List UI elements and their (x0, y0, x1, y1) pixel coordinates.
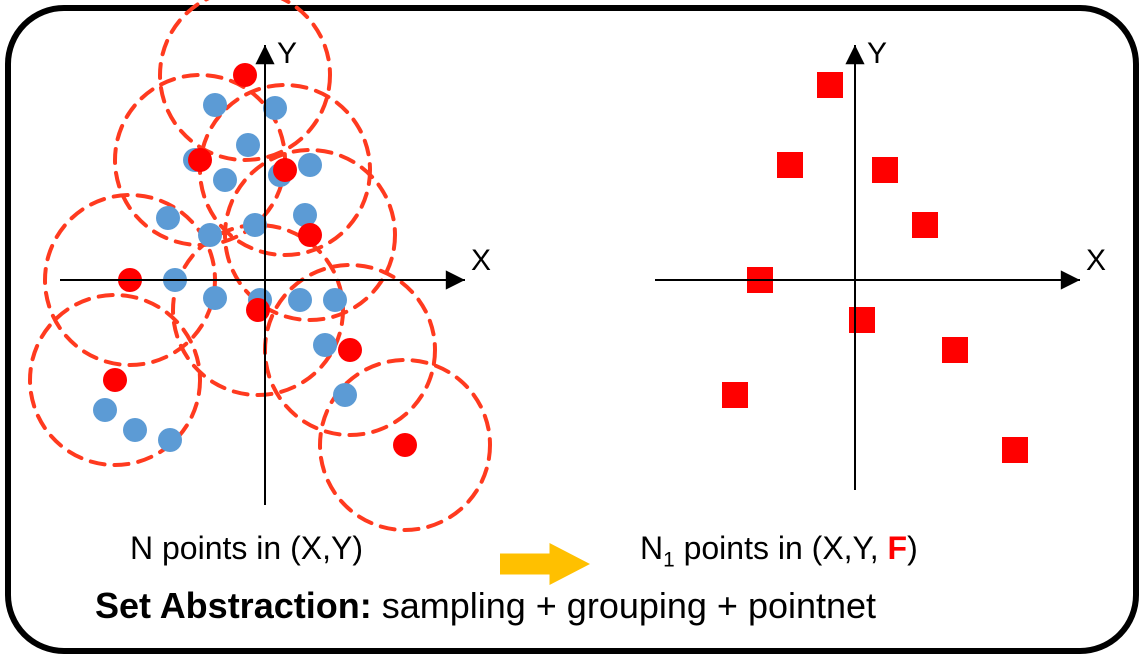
bottom-caption: Set Abstraction: sampling + grouping + p… (95, 585, 876, 627)
right-caption-f: F (888, 530, 908, 566)
bottom-caption-bold: Set Abstraction: (95, 585, 372, 626)
left-caption-text: N points in (X,Y) (130, 530, 363, 566)
bottom-caption-rest: sampling + grouping + pointnet (372, 585, 876, 626)
right-caption: N1 points in (X,Y, F) (640, 530, 918, 572)
right-caption-mid: points in (X,Y, (675, 530, 888, 566)
right-caption-close: ) (907, 530, 918, 566)
right-caption-sub: 1 (663, 548, 675, 571)
right-caption-n: N (640, 530, 663, 566)
left-caption: N points in (X,Y) (130, 530, 363, 567)
